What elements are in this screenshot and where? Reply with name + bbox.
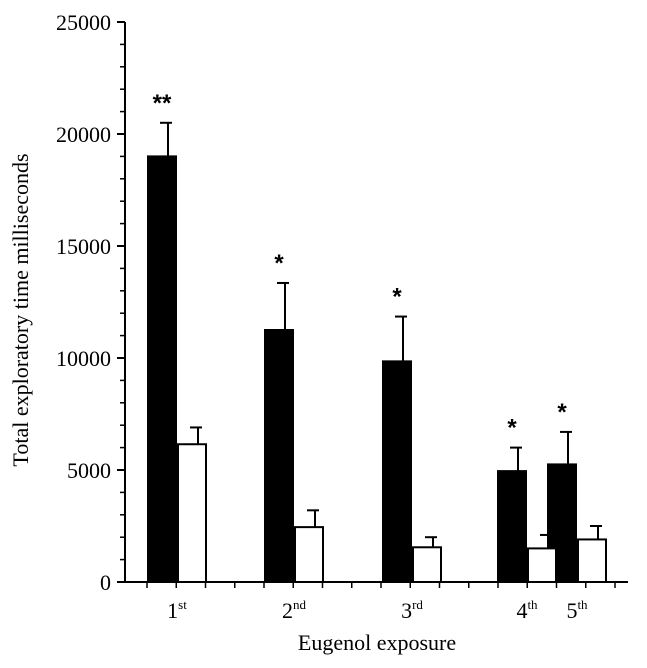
bar-black (497, 470, 527, 583)
y-axis: 0 5000 10000 15000 20000 25000 (56, 10, 126, 595)
y-axis-title: Total exploratory time milliseconds (8, 153, 33, 466)
x-tick-label: 2nd (282, 597, 307, 623)
bar-black (264, 329, 294, 583)
x-tick-label: 3rd (401, 597, 423, 623)
bar-white (527, 547, 557, 584)
significance-annotations: ****** (153, 90, 568, 442)
x-axis: 1st 2nd 3rd 4th 5th (125, 581, 628, 623)
y-tick-label: 20000 (56, 122, 111, 147)
significance-marker: * (392, 284, 402, 311)
x-tick-label: 5th (566, 597, 588, 623)
significance-marker: * (507, 415, 517, 442)
y-tick-label: 5000 (67, 458, 111, 483)
bar-black (147, 155, 177, 583)
bars (147, 121, 607, 584)
bar-black (382, 360, 412, 583)
significance-marker: * (274, 250, 284, 277)
x-tick-label: 4th (516, 597, 538, 623)
x-axis-title: Eugenol exposure (298, 630, 456, 655)
bar-white (294, 526, 324, 583)
y-tick-label: 0 (100, 570, 111, 595)
bar-white (577, 538, 607, 584)
significance-marker: * (557, 399, 567, 426)
y-tick-label: 10000 (56, 346, 111, 371)
bar-white (412, 546, 442, 584)
x-tick-label: 1st (167, 597, 187, 623)
significance-marker: ** (153, 90, 172, 117)
y-tick-label: 25000 (56, 10, 111, 35)
y-tick-label: 15000 (56, 234, 111, 259)
bar-white (177, 443, 207, 583)
